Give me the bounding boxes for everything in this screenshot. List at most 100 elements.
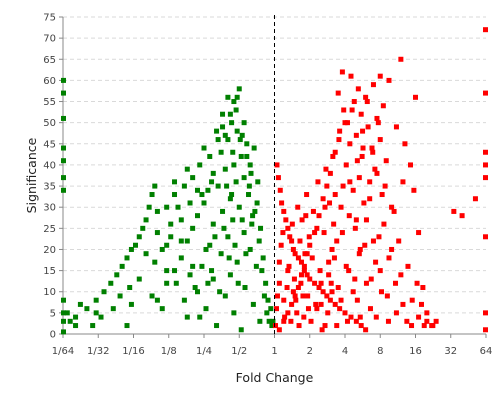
y-axis-title: Significance [24,137,39,213]
data-point [273,323,279,329]
data-point [340,183,346,189]
data-point [319,327,325,333]
data-point [295,255,301,261]
data-point [184,238,190,244]
data-point [273,306,279,312]
data-point [337,128,343,134]
data-point [217,289,223,295]
y-tick-label: 75 [43,13,56,24]
data-point [305,306,311,312]
data-point [231,310,237,316]
data-point [249,221,255,227]
data-point [181,183,187,189]
data-point [308,318,314,324]
data-point [61,158,66,164]
data-point [222,132,228,138]
data-point [205,280,211,286]
data-point [101,289,107,295]
data-point [229,120,235,126]
data-point [284,285,290,291]
data-point [342,310,348,316]
data-point [339,230,345,236]
data-point [312,280,318,286]
data-point [164,204,170,210]
y-tick-label: 60 [43,76,56,87]
data-point [253,263,259,269]
data-point [363,327,369,333]
data-point [298,280,304,286]
x-axis-title: Fold Change [236,370,314,385]
data-point [295,204,301,210]
y-tick-label: 70 [43,34,56,45]
data-point [430,323,436,329]
data-point [329,246,335,252]
data-point [270,318,276,324]
data-point [218,251,224,257]
data-point [152,259,158,265]
data-point [330,153,336,159]
data-point [285,268,291,274]
y-tick-label: 50 [43,118,56,129]
y-axis-ticks: 0 5 10 15 20 25 30 35 40 45 50 55 60 65 70 75 [43,13,63,341]
data-point [321,230,327,236]
data-point [280,230,286,236]
data-point [67,318,73,324]
data-point [207,153,213,159]
data-point [287,234,293,240]
data-point [367,179,373,185]
data-point [285,225,291,231]
data-point [239,132,245,138]
data-point [304,192,310,198]
x-tick-label: 32 [444,346,457,357]
data-point [384,293,390,299]
data-point [164,242,170,248]
data-point [234,259,240,265]
data-point [377,268,383,274]
data-point [483,234,488,240]
data-point [289,238,295,244]
data-point [483,149,488,155]
data-point [190,175,196,181]
data-point [358,111,364,117]
data-point [282,314,288,320]
data-point [190,225,196,231]
data-point [233,107,239,113]
data-point [337,306,343,312]
data-point [283,217,289,223]
data-point [289,221,295,227]
data-point [61,145,66,151]
data-point [341,107,347,113]
data-point [268,306,274,312]
data-point [327,170,333,176]
data-point [226,255,232,261]
data-point [360,145,366,151]
data-point [61,90,66,96]
data-point [332,301,338,307]
data-point [354,297,360,303]
data-point [483,90,488,96]
data-point [242,285,248,291]
data-point [184,314,190,320]
data-point [210,276,216,282]
data-point [331,255,337,261]
x-tick-label: 2 [307,346,313,357]
data-point [265,297,271,303]
data-point [260,255,266,261]
data-point [363,217,369,223]
data-point [172,192,178,198]
data-point [377,73,383,79]
data-point [346,213,352,219]
data-point [338,204,344,210]
x-tick-label: 1 [271,346,277,357]
data-point [483,310,488,316]
data-point [276,327,282,333]
data-point [90,323,96,329]
data-point [416,230,422,236]
data-point [298,259,304,265]
data-point [370,238,376,244]
data-point [409,323,415,329]
data-point [222,166,228,172]
data-point [368,276,374,282]
data-point [143,217,149,223]
